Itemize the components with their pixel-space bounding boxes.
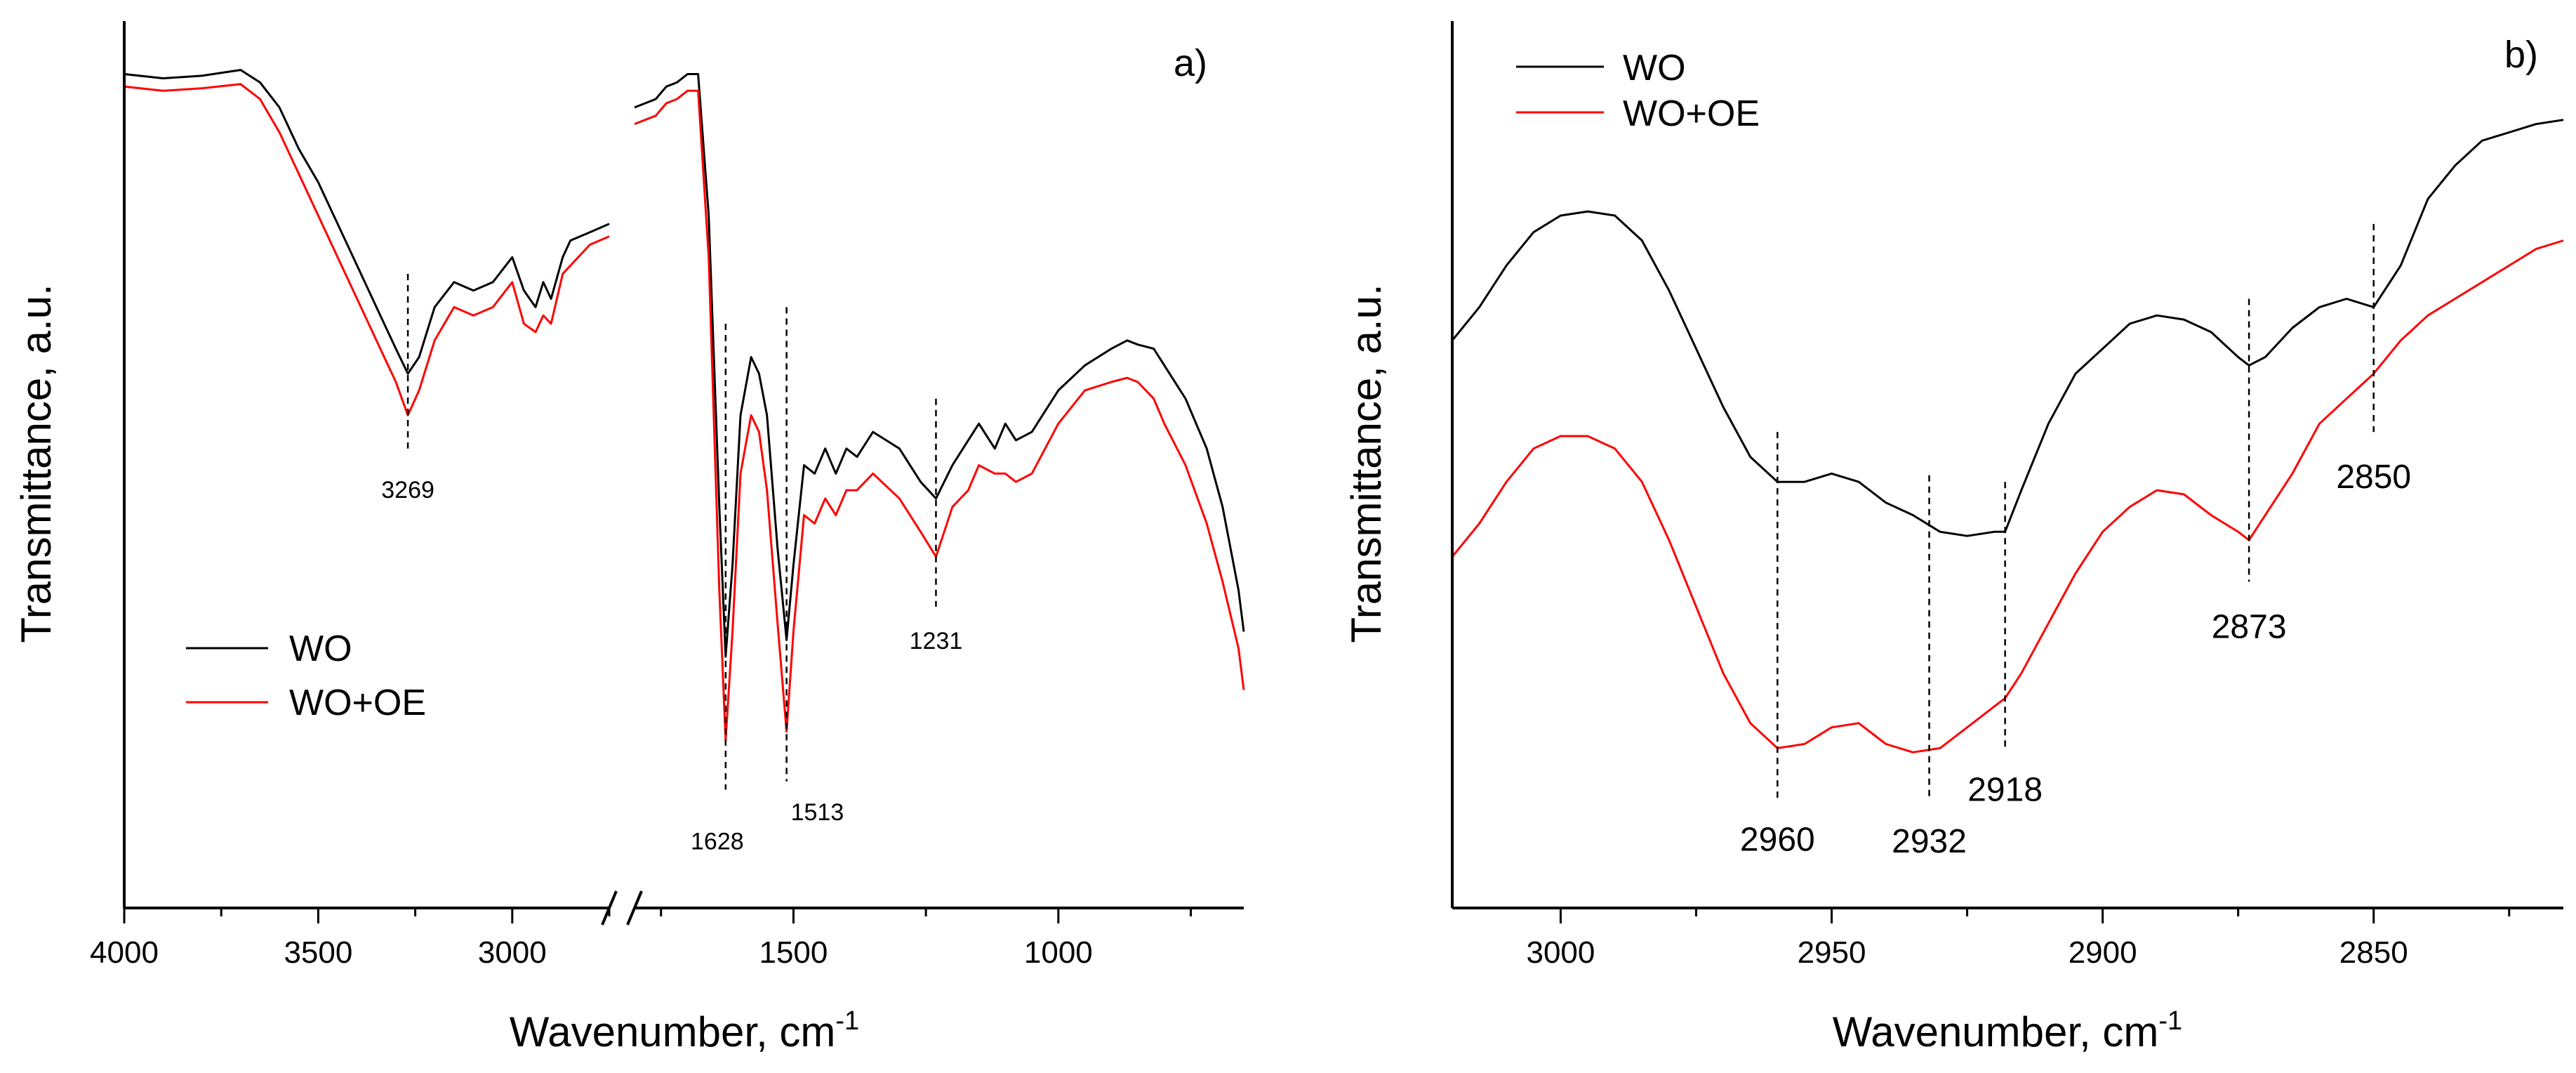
- panel-b-traces: [1451, 119, 2564, 753]
- panel-a-label: a): [1174, 42, 1207, 84]
- series-line-wo-oe-seg-0: [1451, 239, 2564, 753]
- legend-label-wo-oe: WO+OE: [1623, 93, 1760, 134]
- x-tick-label-1000: 1000: [1024, 935, 1093, 970]
- panel-a-peak-guides: 3269 1628 1513 1231: [381, 273, 963, 855]
- series-line-wo-seg-0: [1451, 119, 2564, 537]
- peak-label-2918: 2918: [1967, 771, 2043, 808]
- panel-a: 3269 1628 1513 1231 4000 3500 3000 1500 1000 a)…: [13, 21, 1245, 1055]
- x-tick-label-1500: 1500: [759, 935, 828, 970]
- series-line-wo-oe-seg-0: [124, 83, 610, 416]
- axis-break-mark: [626, 890, 643, 926]
- panel-a-legend: WO WO+OE: [186, 628, 426, 723]
- panel-b-y-axis-title: Transmittance, a.u.: [1343, 284, 1390, 643]
- legend-label-wo: WO: [289, 628, 352, 669]
- peak-label-3269: 3269: [381, 477, 434, 503]
- panel-a-y-axis-title: Transmittance, a.u.: [13, 284, 60, 643]
- x-tick-label-2950: 2950: [1798, 935, 1866, 970]
- x-tick-label-4000: 4000: [90, 935, 159, 970]
- peak-label-2960: 2960: [1740, 822, 1815, 859]
- peak-label-2873: 2873: [2212, 608, 2287, 645]
- panel-b-label: b): [2504, 34, 2538, 76]
- x-tick-label-2900: 2900: [2069, 935, 2137, 970]
- panel-b-legend: WO WO+OE: [1516, 48, 1760, 134]
- peak-label-2932: 2932: [1892, 823, 1967, 860]
- peak-label-2850: 2850: [2336, 459, 2411, 496]
- series-line-wo-oe-seg-1: [634, 89, 1245, 741]
- legend-label-wo-oe: WO+OE: [289, 683, 426, 723]
- panel-a-x-axis-title: Wavenumber, cm-1: [510, 1006, 859, 1055]
- legend-label-wo: WO: [1623, 48, 1686, 88]
- series-line-wo-seg-0: [124, 69, 610, 375]
- x-tick-label-3500: 3500: [284, 935, 352, 970]
- peak-label-1231: 1231: [910, 628, 963, 654]
- panel-b-x-ticks: 3000 2950 2900 2850: [1526, 908, 2511, 970]
- panel-a-x-ticks: 4000 3500 3000 1500 1000: [90, 908, 1193, 970]
- panel-b-x-axis-title: Wavenumber, cm-1: [1833, 1006, 2182, 1055]
- peak-label-1628: 1628: [691, 829, 744, 855]
- x-tick-label-3000: 3000: [1526, 935, 1595, 970]
- series-line-wo-seg-1: [634, 73, 1245, 658]
- x-tick-label-2850: 2850: [2339, 935, 2408, 970]
- panel-a-traces: [124, 69, 1245, 741]
- x-tick-label-3000: 3000: [478, 935, 547, 970]
- peak-label-1513: 1513: [791, 799, 844, 826]
